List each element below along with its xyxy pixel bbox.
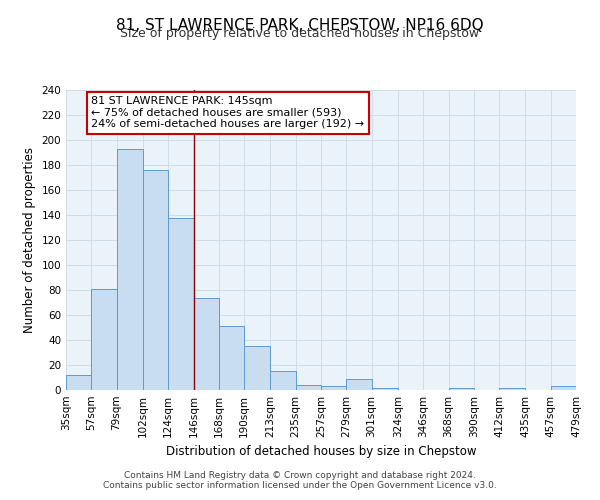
Bar [219,326,244,390]
Bar [168,218,193,390]
Bar [116,149,143,390]
Bar [296,385,321,390]
Text: 81, ST LAWRENCE PARK, CHEPSTOW, NP16 6DQ: 81, ST LAWRENCE PARK, CHEPSTOW, NP16 6DQ [116,18,484,32]
X-axis label: Distribution of detached houses by size in Chepstow: Distribution of detached houses by size … [166,446,476,458]
Bar [66,375,91,390]
Bar [371,388,398,390]
Bar [244,346,271,390]
Bar [271,371,296,390]
Y-axis label: Number of detached properties: Number of detached properties [23,147,36,333]
Text: 81 ST LAWRENCE PARK: 145sqm
← 75% of detached houses are smaller (593)
24% of se: 81 ST LAWRENCE PARK: 145sqm ← 75% of det… [91,96,364,130]
Bar [193,298,219,390]
Bar [346,379,371,390]
Bar [551,386,576,390]
Bar [91,289,116,390]
Text: Contains public sector information licensed under the Open Government Licence v3: Contains public sector information licen… [103,481,497,490]
Bar [143,170,168,390]
Text: Size of property relative to detached houses in Chepstow: Size of property relative to detached ho… [121,28,479,40]
Bar [321,386,346,390]
Text: Contains HM Land Registry data © Crown copyright and database right 2024.: Contains HM Land Registry data © Crown c… [124,471,476,480]
Bar [499,388,526,390]
Bar [449,388,474,390]
